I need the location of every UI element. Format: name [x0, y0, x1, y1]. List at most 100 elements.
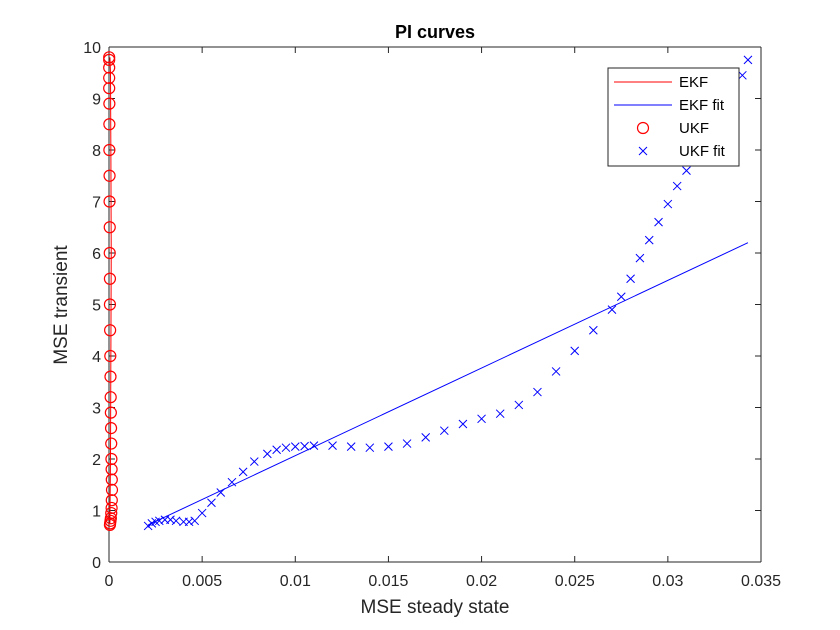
- ukf-fit-point: [190, 516, 200, 526]
- y-tick-label: 1: [92, 504, 101, 521]
- ukf-fit-point: [495, 409, 505, 419]
- x-axis-label: MSE steady state: [361, 597, 510, 618]
- series-ukf-fit: [143, 55, 753, 531]
- ukf-fit-point: [216, 488, 226, 497]
- x-tick-label: 0.015: [368, 573, 408, 590]
- ukf-point: [103, 246, 116, 260]
- ukf-fit-point: [743, 55, 753, 65]
- ukf-fit-point: [309, 441, 319, 450]
- x-ticks: 0 0.005 0.01 0.015 0.02 0.025 0.03 0.035: [105, 47, 781, 590]
- ukf-fit-point: [588, 325, 598, 335]
- ukf-point: [104, 349, 117, 363]
- ukf-point: [103, 71, 116, 85]
- x-tick-label: 0: [105, 573, 114, 590]
- series-ukf: [103, 51, 119, 532]
- ukf-fit-point: [738, 70, 747, 80]
- legend-box: [607, 67, 740, 167]
- ukf-point: [105, 501, 118, 515]
- ukf-point: [104, 324, 117, 337]
- legend-label: UKF: [679, 120, 709, 137]
- ukf-fit-point: [644, 235, 654, 245]
- ukf-fit-point: [458, 419, 468, 429]
- ukf-point: [103, 82, 116, 95]
- y-tick-label: 9: [92, 92, 101, 109]
- y-tick-label: 6: [92, 246, 101, 263]
- ukf-fit-point: [171, 516, 181, 526]
- y-tick-label: 4: [92, 349, 101, 366]
- ukf-fit-point: [439, 426, 449, 436]
- ukf-fit-point: [249, 457, 259, 466]
- ukf-point: [103, 51, 116, 64]
- ukf-fit-point: [682, 166, 691, 175]
- ukf-fit-point: [143, 521, 153, 531]
- ukf-fit-point: [227, 477, 237, 487]
- legend-items: EKF EKF fit UKF UKF fit: [614, 74, 726, 160]
- ukf-point: [104, 512, 117, 525]
- y-tick-label: 8: [92, 143, 101, 160]
- legend-entry-ekf-fit: EKF fit: [614, 97, 725, 114]
- ukf-point: [105, 483, 119, 496]
- ukf-fit-point: [300, 441, 309, 451]
- ukf-point: [103, 118, 116, 131]
- legend-label: UKF fit: [679, 143, 726, 160]
- y-tick-label: 5: [92, 298, 101, 315]
- ukf-point: [105, 473, 118, 486]
- ukf-fit-point: [272, 445, 282, 455]
- ukf-fit-point: [238, 467, 248, 477]
- ukf-point: [103, 272, 117, 285]
- ukf-fit-point: [654, 217, 663, 227]
- ukf-fit-point: [365, 443, 375, 453]
- legend: EKF EKF fit UKF UKF fit: [607, 67, 740, 167]
- ukf-fit-point: [402, 439, 412, 448]
- y-tick-label: 10: [83, 40, 101, 57]
- y-ticks: 0 1 2 3 4 5 6 7 8 9 10: [83, 40, 761, 572]
- ukf-fit-point: [281, 443, 291, 453]
- ukf-fit-point: [477, 414, 486, 424]
- ukf-fit-point: [551, 367, 561, 376]
- legend-entry-ekf: EKF: [614, 74, 708, 91]
- series-ekf-fit: [147, 242, 749, 526]
- ukf-fit-point: [635, 253, 645, 263]
- ukf-point: [103, 97, 116, 110]
- ukf-point: [105, 463, 118, 476]
- ukf-fit-point: [154, 516, 164, 526]
- legend-entry-ukf-fit: UKF fit: [638, 143, 726, 160]
- ukf-point: [103, 221, 116, 234]
- ekf-fit-line: [147, 242, 749, 526]
- ukf-fit-point: [533, 387, 542, 397]
- ukf-point: [103, 169, 116, 182]
- ukf-fit-point: [384, 442, 393, 451]
- x-tick-label: 0.005: [182, 573, 222, 590]
- ukf-point: [105, 437, 118, 450]
- ukf-fit-point: [626, 274, 635, 284]
- ukf-fit-point: [346, 442, 356, 451]
- ukf-fit-point: [672, 181, 682, 191]
- legend-entry-ukf: UKF: [636, 120, 709, 137]
- y-axis-label: MSE transient: [51, 245, 72, 365]
- ukf-point: [105, 452, 118, 466]
- legend-swatch: [638, 146, 648, 156]
- y-tick-label: 0: [92, 555, 101, 572]
- series-layer: [103, 51, 753, 532]
- x-tick-label: 0.03: [652, 573, 683, 590]
- y-tick-label: 3: [92, 401, 101, 418]
- ukf-point: [105, 494, 118, 507]
- ukf-fit-point: [166, 515, 175, 525]
- y-tick-label: 7: [92, 195, 101, 212]
- y-tick-label: 2: [92, 452, 101, 469]
- ukf-fit-point: [197, 508, 207, 518]
- ukf-point: [103, 61, 116, 74]
- ukf-point: [104, 406, 117, 419]
- ukf-fit-point: [570, 346, 580, 356]
- legend-label: EKF: [679, 74, 708, 91]
- ukf-fit-point: [421, 433, 431, 442]
- ukf-fit-point: [184, 517, 194, 527]
- x-tick-label: 0.01: [280, 573, 311, 590]
- ukf-point: [104, 370, 117, 383]
- ukf-point: [103, 143, 116, 157]
- ukf-fit-point: [328, 441, 337, 450]
- ukf-point: [103, 298, 117, 311]
- ukf-fit-point: [290, 442, 300, 451]
- ukf-point: [104, 391, 117, 404]
